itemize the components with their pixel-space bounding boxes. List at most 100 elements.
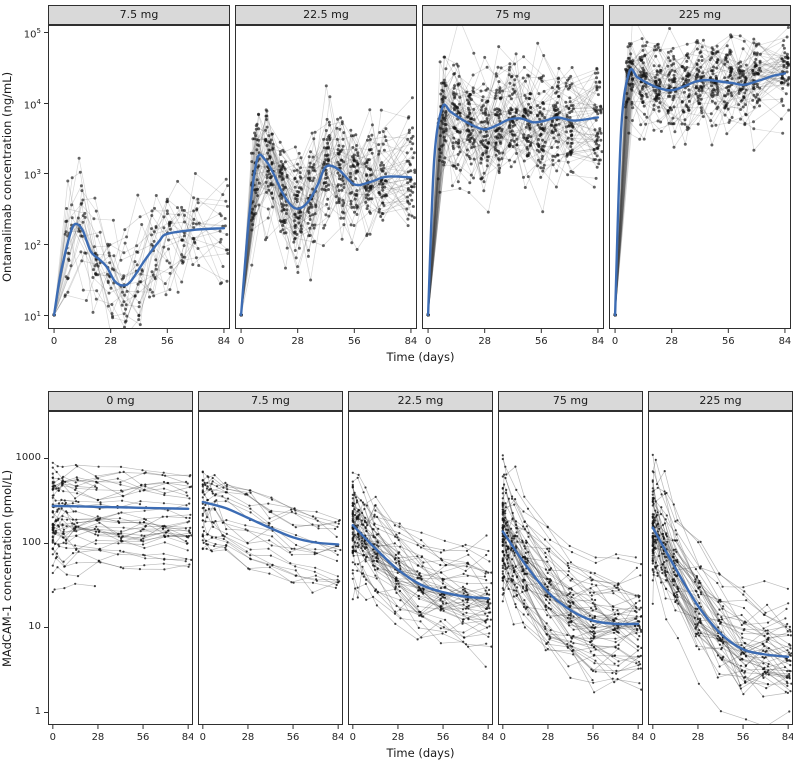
x-tick-label: 56 [722, 336, 735, 347]
x-tick-label: 28 [692, 732, 705, 743]
y-tick-mark [44, 627, 48, 629]
facet-panel-22.5mg: 22.5 mg 0 28 56 84 [348, 391, 493, 745]
spaghetti-group [239, 84, 416, 317]
spaghetti-group [351, 471, 492, 668]
y-tick-label: 101 [23, 309, 41, 324]
x-tick-label: 56 [348, 336, 361, 347]
x-tick-label: 28 [104, 336, 117, 347]
x-axis-title-top: Time (days) [386, 350, 455, 364]
panel-plot-svg: 0 28 56 84 [48, 411, 193, 743]
mean-line [52, 222, 226, 317]
mean-line [239, 153, 413, 317]
x-tick-label: 84 [632, 732, 643, 743]
x-tick-label: 28 [291, 336, 304, 347]
x-tick-label: 0 [425, 336, 431, 347]
mean-line [426, 103, 600, 317]
spaghetti-group [426, 26, 603, 317]
panel-plot-svg: 0 28 56 84 [648, 411, 793, 743]
mean-line [613, 67, 787, 317]
mean-line [501, 530, 640, 626]
y-tick-mark [44, 457, 48, 459]
facet-strip-label: 7.5 mg [48, 5, 230, 25]
x-tick-label: 84 [182, 732, 193, 743]
facet-panel-7.5mg: 7.5 mg 0 28 56 84 [198, 391, 343, 745]
x-tick-label: 0 [200, 732, 206, 743]
facet-panel-0mg: 0 mg 0 28 56 84 [48, 391, 193, 745]
x-tick-label: 84 [482, 732, 493, 743]
spaghetti-group [52, 156, 229, 328]
x-tick-label: 0 [50, 732, 56, 743]
y-tick-label: 10 [28, 621, 41, 633]
x-tick-label: 28 [392, 732, 405, 743]
subject-points [651, 453, 792, 721]
spaghetti-group [613, 26, 790, 317]
x-tick-label: 56 [535, 336, 548, 347]
x-tick-label: 0 [612, 336, 618, 347]
subject-points [51, 461, 192, 594]
x-tick-label: 0 [350, 732, 356, 743]
y-tick-mark [44, 173, 48, 175]
subject-points [201, 470, 342, 594]
x-tick-label: 28 [665, 336, 678, 347]
facet-strip-label: 75 mg [422, 5, 604, 25]
facet-panel-75mg: 75 mg 0 28 56 84 [498, 391, 643, 745]
spaghetti-group [201, 470, 342, 594]
x-tick-label: 0 [51, 336, 57, 347]
subject-points [501, 454, 642, 694]
x-tick-label: 56 [437, 732, 450, 743]
mean-line [351, 524, 490, 600]
ontamalimab-panels-container: 101 102 103 104 105 7.5 mg 0 28 56 84 22.5 mg 0 28 56… [0, 5, 800, 349]
facet-panel-225mg: 225 mg 0 28 56 84 [648, 391, 793, 745]
facet-strip-label: 225 mg [609, 5, 791, 25]
y-tick-mark [44, 314, 48, 316]
facet-strip-label: 7.5 mg [198, 391, 343, 411]
y-tick-mark [44, 32, 48, 34]
facet-panel-7.5mg: 7.5 mg 0 28 56 84 [48, 5, 230, 349]
x-tick-label: 56 [161, 336, 174, 347]
panel-plot-svg: 0 28 56 84 [348, 411, 493, 743]
facet-strip-label: 22.5 mg [348, 391, 493, 411]
x-tick-label: 28 [478, 336, 491, 347]
mean-line [51, 504, 190, 510]
panel-plot-svg: 0 28 56 84 [498, 411, 643, 743]
y-tick-label: 1000 [15, 451, 41, 463]
facet-strip-label: 22.5 mg [235, 5, 417, 25]
facet-panel-22.5mg: 22.5 mg 0 28 56 84 [235, 5, 417, 349]
y-tick-label: 103 [23, 168, 41, 182]
facet-strip-label: 75 mg [498, 391, 643, 411]
y-tick-label: 102 [23, 239, 41, 253]
spaghetti-group [651, 453, 792, 724]
y-tick-mark [44, 712, 48, 714]
mean-line [651, 526, 790, 658]
x-tick-label: 84 [218, 336, 230, 347]
y-tick-mark [44, 102, 48, 104]
spaghetti-group [51, 461, 192, 594]
x-tick-label: 56 [137, 732, 150, 743]
madcam-panels-container: 1 10 100 1000 0 mg 0 28 56 84 7.5 mg 0 28 56 84 22.5 m… [0, 391, 800, 745]
x-tick-label: 84 [782, 732, 793, 743]
x-tick-label: 84 [405, 336, 417, 347]
figure-page: Ontamalimab concentration (ng/mL) 101 102… [0, 5, 800, 761]
x-tick-label: 56 [587, 732, 600, 743]
x-tick-label: 28 [542, 732, 555, 743]
x-tick-label: 0 [238, 336, 244, 347]
subject-points [52, 156, 229, 328]
mean-line [201, 500, 340, 546]
panel-plot-svg: 0 28 56 84 [198, 411, 343, 743]
x-axis-title-bottom: Time (days) [386, 746, 455, 760]
y-tick-mark [44, 244, 48, 246]
panel-plot-svg: 0 28 56 84 [422, 25, 604, 347]
x-tick-label: 28 [242, 732, 255, 743]
facet-strip-label: 0 mg [48, 391, 193, 411]
y-tick-label: 104 [23, 97, 41, 112]
ontamalimab-figure: Ontamalimab concentration (ng/mL) 101 102… [0, 5, 800, 365]
madcam-figure: MAdCAM-1 concentration (pmol/L) 1 10 100 10… [0, 391, 800, 761]
x-tick-label: 0 [650, 732, 656, 743]
spaghetti-group [501, 454, 642, 694]
panel-plot-svg: 0 28 56 84 [235, 25, 417, 347]
facet-panel-225mg: 225 mg 0 28 56 84 [609, 5, 791, 349]
facet-strip-label: 225 mg [648, 391, 793, 411]
x-tick-label: 56 [287, 732, 300, 743]
x-tick-label: 84 [332, 732, 343, 743]
panel-plot-svg: 0 28 56 84 [48, 25, 230, 347]
